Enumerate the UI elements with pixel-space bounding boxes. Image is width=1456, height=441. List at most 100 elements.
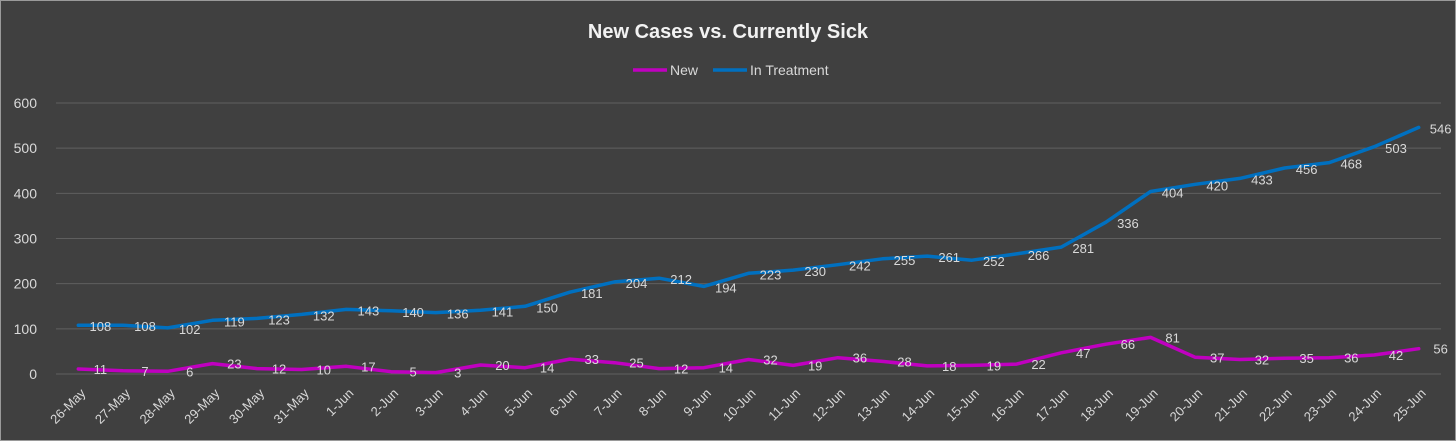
x-tick-label: 22-Jun (1256, 386, 1295, 425)
data-label: 14 (719, 361, 733, 376)
data-label: 132 (313, 308, 335, 323)
data-label: 20 (495, 358, 509, 373)
y-tick-label: 600 (14, 95, 38, 111)
x-tick-label: 24-Jun (1345, 386, 1384, 425)
data-label: 181 (581, 286, 603, 301)
data-label: 35 (1299, 351, 1313, 366)
data-label: 66 (1121, 337, 1135, 352)
data-label: 456 (1296, 162, 1318, 177)
x-tick-label: 8-Jun (636, 386, 670, 420)
x-tick-label: 5-Jun (502, 386, 536, 420)
data-label: 56 (1433, 342, 1447, 357)
data-label: 10 (316, 362, 330, 377)
data-label: 36 (1344, 351, 1358, 366)
data-label: 11 (94, 362, 108, 377)
x-tick-label: 2-Jun (368, 386, 402, 420)
gridlines (56, 102, 1441, 375)
data-label: 204 (626, 276, 648, 291)
data-label: 261 (938, 250, 960, 265)
series-line-new (76, 335, 1421, 375)
x-tick-label: 28-May (137, 385, 179, 427)
data-label: 5 (409, 365, 416, 380)
y-tick-label: 0 (29, 366, 37, 382)
y-tick-label: 100 (14, 321, 38, 337)
data-label: 25 (629, 356, 643, 371)
data-label: 420 (1206, 178, 1228, 193)
data-label: 119 (224, 314, 245, 329)
data-label: 150 (536, 300, 558, 315)
data-label: 47 (1076, 346, 1090, 361)
x-axis: 26-May 27-May 28-May 29-May 30-May 31-May 1-Ju… (47, 385, 1429, 427)
x-tick-label: 19-Jun (1122, 386, 1161, 425)
x-tick-label: 18-Jun (1077, 386, 1116, 425)
data-label: 22 (1031, 357, 1045, 372)
data-label: 281 (1072, 241, 1094, 256)
data-label: 18 (942, 359, 956, 374)
x-tick-label: 11-Jun (765, 386, 803, 424)
data-label: 23 (227, 357, 241, 372)
x-tick-label: 26-May (47, 385, 89, 427)
data-label: 17 (361, 359, 375, 374)
data-label: 230 (804, 264, 826, 279)
x-tick-label: 15-Jun (943, 386, 982, 425)
data-label: 33 (585, 352, 599, 367)
x-tick-label: 27-May (92, 385, 134, 427)
data-label: 32 (1255, 353, 1269, 368)
x-tick-label: 14-Jun (899, 386, 938, 425)
data-label: 102 (179, 322, 201, 337)
data-label: 433 (1251, 172, 1273, 187)
x-tick-label: 12-Jun (809, 386, 848, 425)
data-label: 404 (1162, 186, 1184, 201)
data-label: 266 (1028, 248, 1050, 263)
series-line-in-treatment (76, 125, 1421, 330)
data-label: 108 (134, 319, 156, 334)
series-lines (76, 125, 1421, 375)
data-label: 36 (853, 351, 867, 366)
x-tick-label: 10-Jun (720, 386, 759, 425)
x-tick-label: 30-May (226, 385, 268, 427)
data-label: 336 (1117, 216, 1139, 231)
x-tick-label: 7-Jun (591, 386, 625, 420)
data-label: 12 (674, 362, 688, 377)
data-label: 194 (715, 280, 737, 295)
data-labels: 11 7 6 23 12 10 17 5 3 20 14 33 25 12 14 32 19 36 28 18 19 22… (89, 121, 1451, 380)
data-label: 108 (89, 319, 111, 334)
y-tick-label: 200 (14, 276, 38, 292)
data-label: 242 (849, 259, 871, 274)
chart-title: New Cases vs. Currently Sick (588, 21, 869, 43)
data-label: 223 (760, 267, 782, 282)
x-tick-label: 4-Jun (457, 386, 491, 420)
x-tick-label: 17-Jun (1033, 386, 1072, 425)
x-tick-label: 9-Jun (680, 386, 714, 420)
x-tick-label: 3-Jun (412, 386, 446, 420)
y-tick-label: 400 (14, 185, 38, 201)
x-tick-label: 29-May (181, 385, 223, 427)
data-label: 14 (540, 361, 554, 376)
x-tick-label: 13-Jun (854, 386, 893, 425)
x-tick-label: 16-Jun (988, 386, 1027, 425)
x-tick-label: 20-Jun (1167, 386, 1206, 425)
data-label: 12 (272, 362, 286, 377)
data-label: 255 (894, 253, 916, 268)
data-label: 123 (268, 312, 290, 327)
legend-label: New (670, 62, 699, 78)
data-label: 19 (987, 358, 1001, 373)
data-label: 503 (1385, 141, 1407, 156)
data-label: 19 (808, 358, 822, 373)
x-tick-label: 23-Jun (1301, 386, 1340, 425)
x-tick-label: 6-Jun (546, 386, 580, 420)
data-label: 252 (983, 254, 1005, 269)
legend-label: In Treatment (750, 62, 829, 78)
data-label: 42 (1389, 348, 1403, 363)
data-label: 28 (897, 354, 911, 369)
data-label: 81 (1165, 330, 1179, 345)
x-tick-label: 31-May (271, 385, 313, 427)
data-label: 212 (670, 272, 692, 287)
data-label: 140 (402, 305, 424, 320)
data-label: 7 (141, 364, 148, 379)
y-tick-label: 500 (14, 140, 38, 156)
x-tick-label: 25-Jun (1390, 386, 1429, 425)
y-axis: 0 100 200 300 400 500 600 (14, 95, 38, 382)
